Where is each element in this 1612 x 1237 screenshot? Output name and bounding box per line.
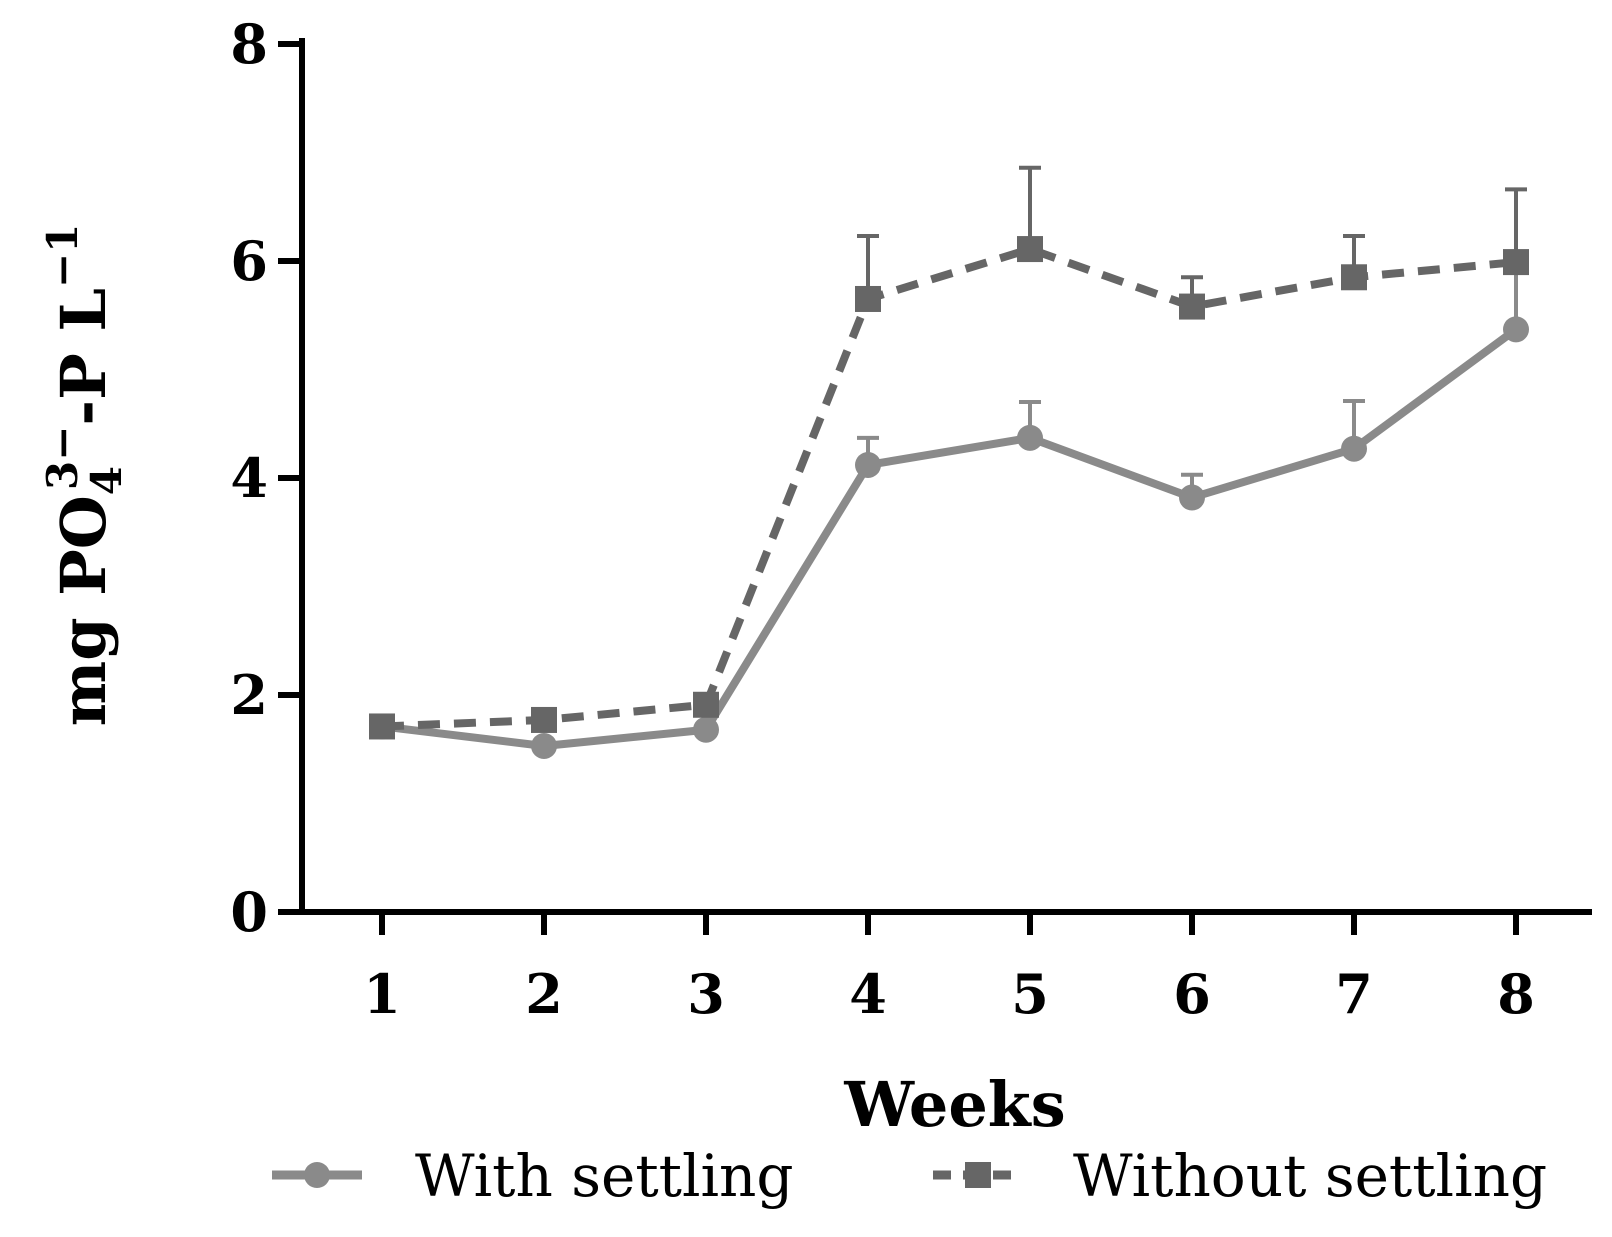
data-point-with-settling	[1017, 424, 1043, 451]
x-tick-label: 3	[687, 962, 725, 1026]
legend-marker-with-settling	[304, 1162, 330, 1188]
data-point-without-settling	[531, 706, 557, 733]
x-axis-title: Weeks	[843, 1068, 1065, 1141]
y-ticks: 0 2 4 6 8	[230, 12, 302, 944]
legend-marker-without-settling	[965, 1162, 991, 1188]
series-lines	[381, 245, 1519, 750]
data-point-without-settling	[1503, 249, 1529, 276]
legend-item-with-settling: With settling	[272, 1142, 794, 1210]
x-tick-label: 6	[1173, 962, 1211, 1026]
y-tick-label: 2	[230, 663, 268, 727]
legend-label-without-settling: Without settling	[1073, 1142, 1547, 1210]
x-tick-label: 5	[1011, 962, 1049, 1026]
y-axis-title: mg PO43−-P L−1	[38, 224, 131, 727]
y-tick-label: 0	[230, 880, 268, 944]
data-point-with-settling	[693, 716, 719, 743]
legend-item-without-settling: Without settling	[933, 1142, 1547, 1210]
data-point-with-settling	[855, 451, 881, 478]
series-line-without-settling	[381, 245, 1517, 731]
y-axis-title-middle: -P L	[47, 288, 120, 426]
y-tick-label: 4	[230, 446, 268, 510]
y-tick-label: 8	[230, 12, 268, 76]
x-ticks: 1 2 3 4 5 6 7 8	[363, 912, 1535, 1026]
data-point-with-settling	[531, 732, 557, 759]
data-point-without-settling	[369, 713, 395, 740]
x-tick-label: 7	[1335, 962, 1373, 1026]
series-line-with-settling	[381, 326, 1519, 750]
y-axis-title-subscript: 4	[82, 466, 131, 495]
x-tick-label: 4	[849, 962, 887, 1026]
legend-label-with-settling: With settling	[415, 1142, 794, 1210]
x-tick-label: 8	[1497, 962, 1535, 1026]
data-point-without-settling	[1179, 293, 1205, 320]
data-point-with-settling	[1503, 316, 1529, 343]
y-axis-title-unit-superscript: −1	[38, 224, 87, 288]
y-tick-label: 6	[230, 229, 268, 293]
y-axis-title-superscript: 3−	[38, 426, 87, 490]
y-axis-title-prefix: mg PO	[47, 495, 120, 726]
data-point-with-settling	[1341, 435, 1367, 462]
axes	[299, 38, 1592, 915]
data-point-without-settling	[1341, 264, 1367, 291]
legend: With settling Without settling	[272, 1142, 1547, 1210]
data-point-without-settling	[1017, 236, 1043, 263]
markers	[369, 236, 1529, 759]
x-tick-label: 2	[525, 962, 563, 1026]
x-tick-label: 1	[363, 962, 401, 1026]
data-point-without-settling	[855, 285, 881, 312]
data-point-without-settling	[693, 691, 719, 718]
data-point-with-settling	[1179, 484, 1205, 511]
